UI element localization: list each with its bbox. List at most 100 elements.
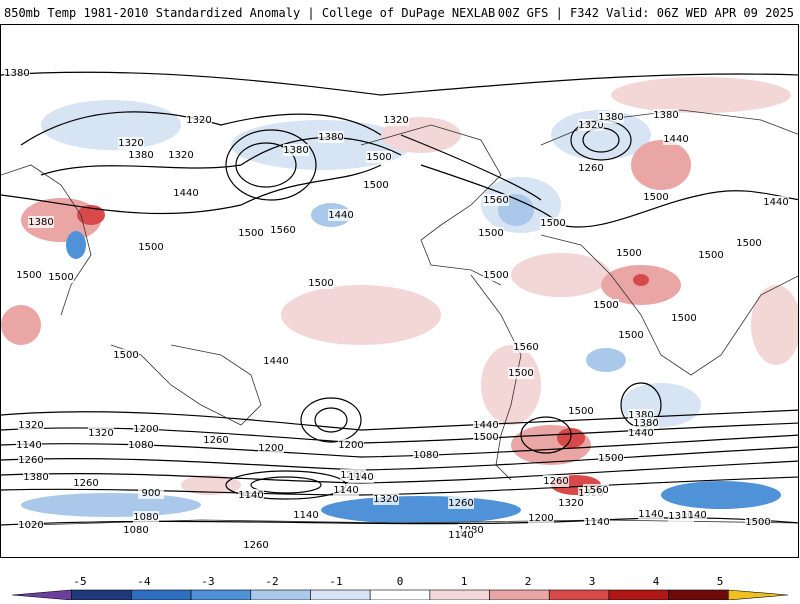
contour-label: 1320 <box>383 115 408 126</box>
contour-label: 1080 <box>128 440 153 451</box>
contour-label: 1140 <box>333 485 358 496</box>
contour-label: 1500 <box>643 192 668 203</box>
contour-label: 1500 <box>736 238 761 249</box>
contour-label: 1440 <box>173 188 198 199</box>
contour-label: 1140 <box>293 510 318 521</box>
contour-label: 1500 <box>593 300 618 311</box>
colorbar-segment <box>489 589 550 601</box>
colorbar-tick-label: -2 <box>265 575 278 588</box>
contour-label: 1320 <box>578 120 603 131</box>
contour-label: 1380 <box>23 472 48 483</box>
contour-label: 1500 <box>366 152 391 163</box>
colorbar-tick-label: -1 <box>329 575 342 588</box>
colorbar-segment <box>190 589 252 601</box>
colorbar-segment <box>310 589 371 601</box>
anomaly-colorbar: -5 -4 -3 -2 -1 0 1 2 3 4 5 <box>0 572 800 601</box>
contour-label: 1260 <box>243 540 268 551</box>
contour-label: 1320 <box>558 498 583 509</box>
contour-label: 1260 <box>73 478 98 489</box>
contour-label: 1440 <box>628 428 653 439</box>
colorbar-tick-label: 2 <box>525 575 532 588</box>
contour-label: 1260 <box>578 163 603 174</box>
colorbar-segment <box>548 589 610 601</box>
contour-label: 1500 <box>618 330 643 341</box>
contour-label: 1380 <box>598 112 623 123</box>
contour-label: 1500 <box>698 250 723 261</box>
contour-label: 1320 <box>373 494 398 505</box>
contour-label: 1500 <box>483 270 508 281</box>
contour-label: 1320 <box>168 150 193 161</box>
contour-label: 1440 <box>473 420 498 431</box>
colorbar-segment <box>11 589 72 601</box>
contour-label: 1380 <box>653 110 678 121</box>
contour-label: 1080 <box>413 450 438 461</box>
colorbar-segment <box>131 589 192 601</box>
contour-label: 1380 <box>28 217 53 228</box>
contour-label: 900 <box>141 488 160 499</box>
colorbar-tick-label: 0 <box>397 575 404 588</box>
contour-label: 1140 <box>16 440 41 451</box>
contour-label: 1200 <box>528 513 553 524</box>
contour-label: 1140 <box>638 509 663 520</box>
contour-label: 1260 <box>18 455 43 466</box>
contour-label: 1440 <box>663 134 688 145</box>
contour-label: 1380 <box>4 68 29 79</box>
contour-label: 1200 <box>258 443 283 454</box>
contour-label: 1140 <box>348 472 373 483</box>
contour-label: 1500 <box>113 350 138 361</box>
contour-label: 1500 <box>745 517 770 528</box>
colorbar-segment <box>369 589 431 601</box>
contour-label: 1080 <box>133 512 158 523</box>
contour-label: 1380 <box>633 418 658 429</box>
contour-label: 1500 <box>508 368 533 379</box>
contour-label: 1560 <box>583 485 608 496</box>
colorbar-tick-label: 1 <box>461 575 468 588</box>
contour-label: 1380 <box>628 410 653 421</box>
contour-label: 1440 <box>263 356 288 367</box>
contour-label: 1500 <box>363 180 388 191</box>
contour-label: 1140 <box>448 530 473 541</box>
contour-label: 1320 <box>186 115 211 126</box>
contour-label: 1380 <box>318 132 343 143</box>
colorbar-segment <box>728 589 789 601</box>
colorbar-tick-label: -4 <box>137 575 151 588</box>
contour-label: 1500 <box>473 432 498 443</box>
contour-label: 1500 <box>48 272 73 283</box>
colorbar-tick-label: 5 <box>717 575 724 588</box>
contour-label: 1500 <box>16 270 41 281</box>
contour-label: 1260 <box>448 498 473 509</box>
contour-label: 1500 <box>568 406 593 417</box>
contour-label: 1320 <box>18 420 43 431</box>
contour-label: 1260 <box>203 435 228 446</box>
contour-label: 1440 <box>763 197 788 208</box>
contour-label: 1320 <box>88 428 113 439</box>
contour-label: 1440 <box>328 210 353 221</box>
anomaly-shading <box>1 77 798 524</box>
colorbar-segment <box>668 589 729 601</box>
contour-label: 1200 <box>338 440 363 451</box>
contour-label: 1080 <box>123 525 148 536</box>
contour-label: 1140 <box>584 517 609 528</box>
contour-label: 1500 <box>671 313 696 324</box>
contour-label: 1380 <box>283 145 308 156</box>
colorbar-segment <box>250 589 311 601</box>
contour-label: 1560 <box>270 225 295 236</box>
contour-label: 1500 <box>138 242 163 253</box>
colorbar-segment <box>71 589 132 601</box>
contour-label: 1500 <box>308 278 333 289</box>
contour-label: 1500 <box>478 228 503 239</box>
model-run-info: 00Z GFS | F342 Valid: 06Z WED APR 09 202… <box>497 6 794 20</box>
contour-label: 1140 <box>238 490 263 501</box>
contour-label: 1320 <box>118 138 143 149</box>
contour-label: 1500 <box>540 218 565 229</box>
contour-label: 1380 <box>128 150 153 161</box>
contour-label: 1500 <box>598 453 623 464</box>
colorbar-tick-label: 3 <box>589 575 596 588</box>
colorbar-tick-label: 4 <box>653 575 660 588</box>
colorbar-segment <box>429 589 490 601</box>
colorbar-tick-label: -5 <box>73 575 86 588</box>
contour-label: 1500 <box>616 248 641 259</box>
contour-label: 1020 <box>18 520 43 531</box>
